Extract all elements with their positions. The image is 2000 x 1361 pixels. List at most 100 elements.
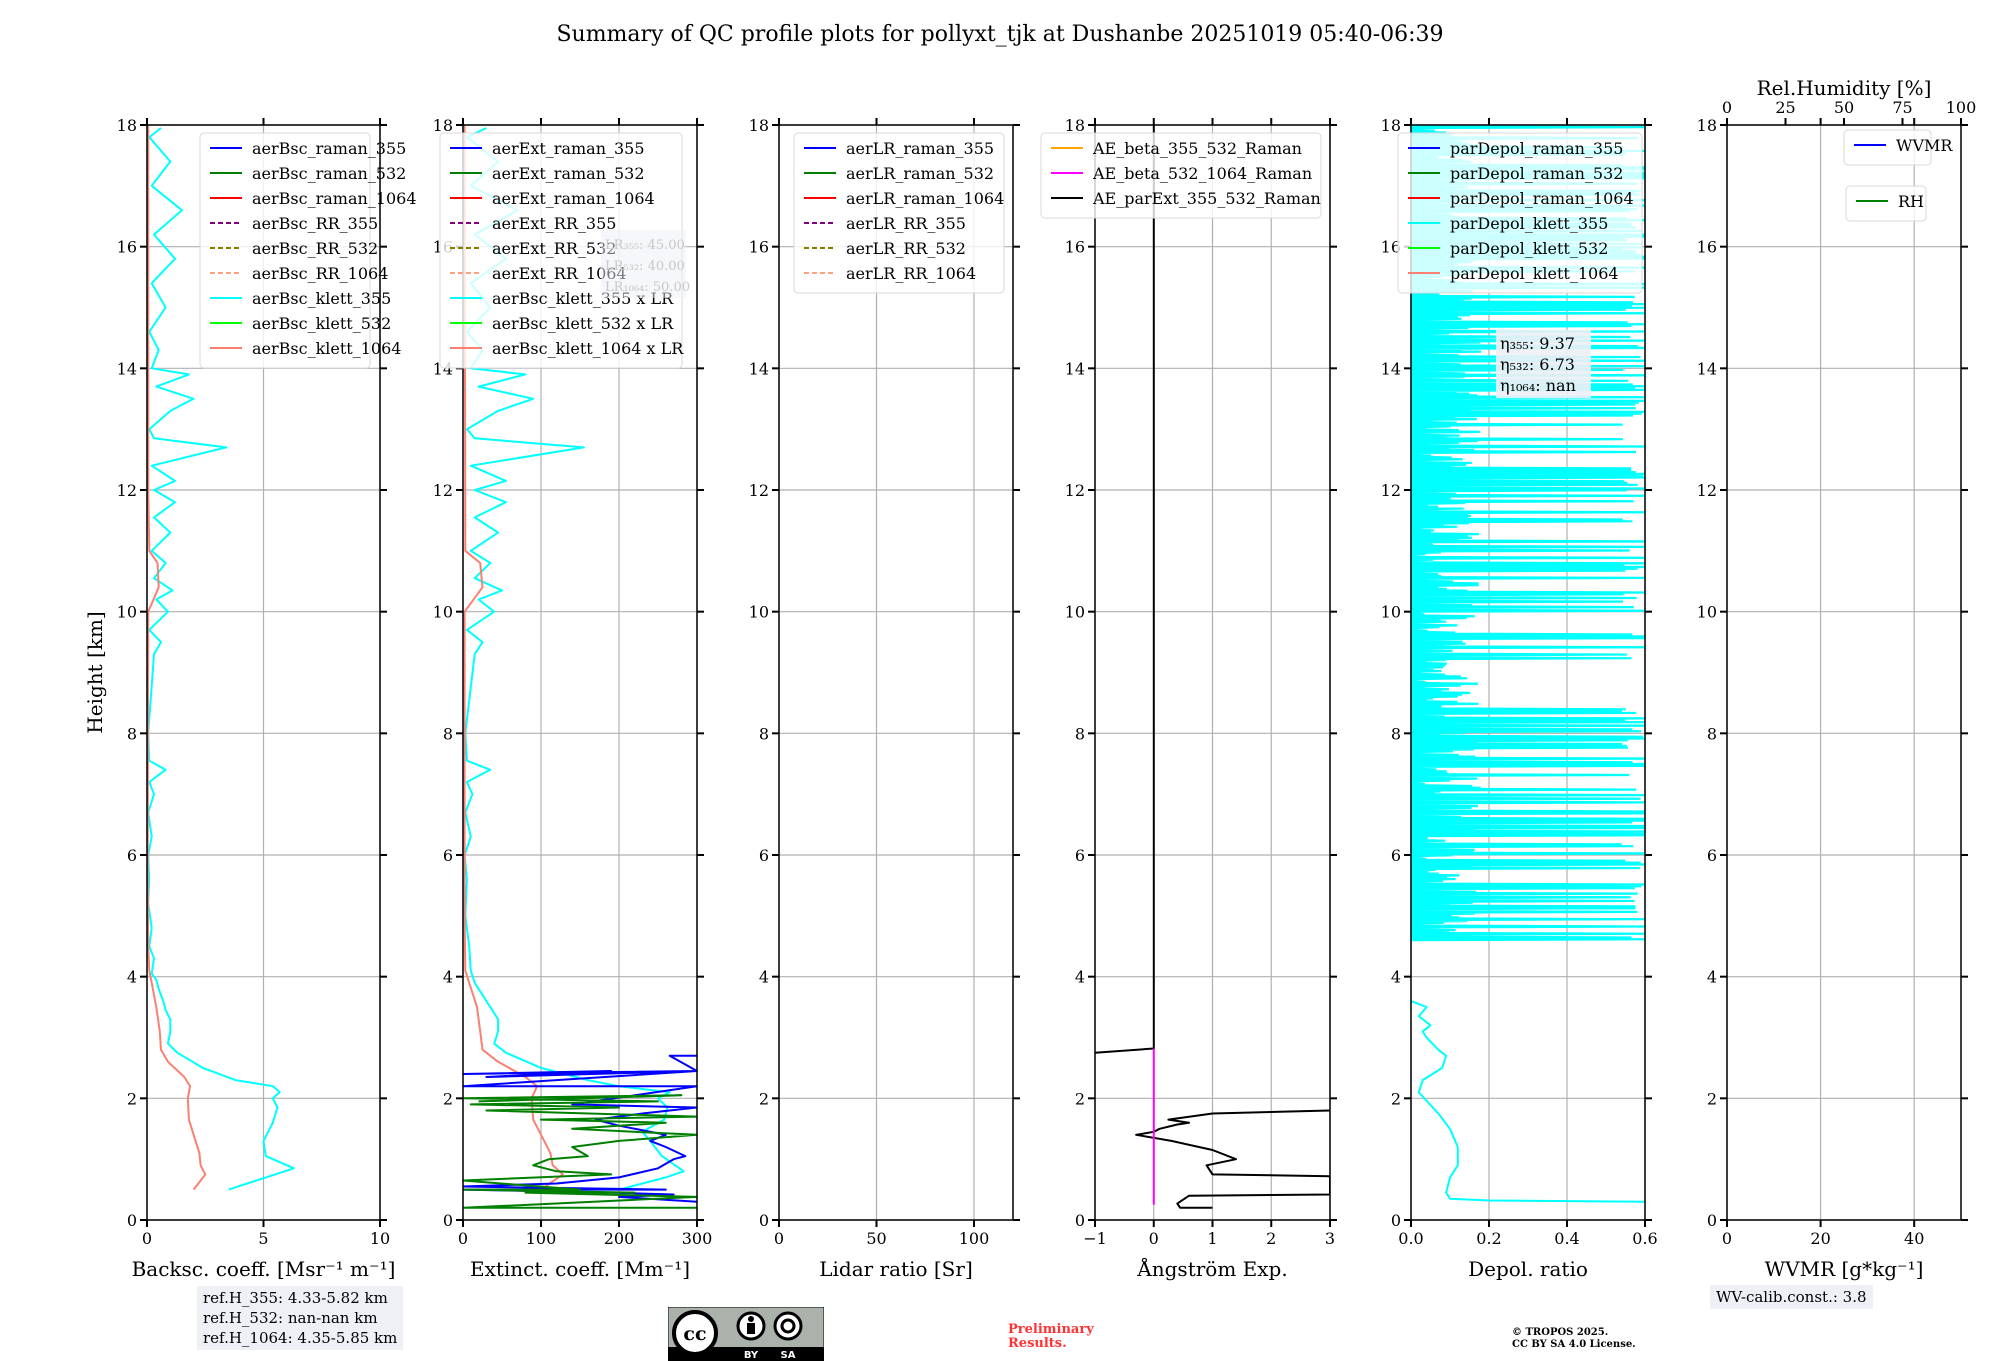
legend-label: aerLR_raman_1064 — [846, 189, 1004, 208]
legend: WVMR — [1843, 129, 1953, 166]
legend-label: parDepol_klett_355 — [1450, 214, 1608, 233]
legend: RH — [1845, 185, 1927, 222]
legend-label: AE_beta_355_532_Raman — [1092, 139, 1302, 158]
y-tick-label: 4 — [127, 968, 137, 987]
legend-box — [199, 132, 371, 369]
y-tick-label: 18 — [1697, 116, 1717, 135]
top-x-tick-label: 75 — [1892, 98, 1912, 117]
annotation-box: LR₃₅₅: 45.00 LR₅₃₂: 40.00 LR₁₀₆₄: 50.00 — [601, 230, 690, 298]
legend-label: AE_parExt_355_532_Raman — [1092, 189, 1321, 208]
annotation-bg — [601, 230, 686, 298]
series-aerbsc-klett-355 — [147, 127, 295, 1191]
y-tick-label: 0 — [127, 1211, 137, 1230]
y-tick-label: 18 — [433, 116, 453, 135]
legend-label: aerBsc_klett_532 x LR — [492, 314, 674, 333]
legend-label: aerLR_RR_355 — [846, 214, 966, 233]
legend-label: aerLR_RR_532 — [846, 239, 966, 258]
panel-extinction: 0246810121416180100200300Extinct. coeff.… — [433, 116, 713, 1281]
y-tick-label: 14 — [1065, 359, 1085, 378]
x-tick-label: 1 — [1207, 1229, 1217, 1248]
series-ae-parext-355-532-raman-upper- — [1095, 125, 1155, 1054]
x-axis-label: Lidar ratio [Sr] — [819, 1257, 973, 1281]
top-x-tick-label: 100 — [1946, 98, 1977, 117]
legend: aerBsc_raman_355 aerBsc_raman_532 aerBsc_r… — [199, 132, 417, 369]
x-tick-label: 10 — [370, 1229, 390, 1248]
x-tick-label: 20 — [1810, 1229, 1830, 1248]
share-alike-icon — [773, 1311, 803, 1341]
y-tick-label: 14 — [1381, 359, 1401, 378]
y-tick-label: 0 — [443, 1211, 453, 1230]
y-tick-label: 2 — [1391, 1089, 1401, 1108]
legend-label: parDepol_raman_355 — [1450, 139, 1623, 158]
legend-label: aerExt_RR_532 — [492, 239, 616, 258]
y-tick-label: 6 — [759, 846, 769, 865]
series-aerext-raman-532 — [463, 1094, 697, 1209]
y-tick-label: 2 — [1075, 1089, 1085, 1108]
series-aerbsc-klett-1064-x-lr — [463, 125, 564, 1191]
x-tick-label: 300 — [682, 1229, 713, 1248]
legend-label: aerBsc_RR_1064 — [252, 264, 388, 283]
legend-label: parDepol_klett_1064 — [1450, 264, 1619, 283]
top-x-tick-label: 50 — [1834, 98, 1854, 117]
copyright-note: © TROPOS 2025. CC BY SA 4.0 License. — [1512, 1327, 1636, 1351]
reference-height-box: ref.H_355: 4.33-5.82 km ref.H_532: nan-n… — [197, 1286, 404, 1350]
x-tick-label: 200 — [604, 1229, 635, 1248]
x-tick-label: 0 — [1722, 1229, 1732, 1248]
top-x-tick-label: 0 — [1722, 98, 1732, 117]
y-tick-label: 6 — [127, 846, 137, 865]
annotation-line: LR₅₃₂: 40.00 — [605, 259, 685, 274]
y-tick-label: 0 — [759, 1211, 769, 1230]
x-tick-label: 0.4 — [1554, 1229, 1579, 1248]
legend-box — [1843, 129, 1932, 166]
sa-label: SA — [781, 1350, 796, 1361]
figure-title: Summary of QC profile plots for pollyxt_… — [556, 22, 1444, 47]
legend-label: aerLR_RR_1064 — [846, 264, 976, 283]
legend-label: parDepol_raman_1064 — [1450, 189, 1634, 208]
x-axis-label: Ångström Exp. — [1136, 1256, 1287, 1281]
y-tick-label: 0 — [1075, 1211, 1085, 1230]
x-tick-label: 0.2 — [1476, 1229, 1501, 1248]
legend-label: parDepol_klett_532 — [1450, 239, 1608, 258]
ref-height-355: ref.H_355: 4.33-5.82 km — [203, 1289, 388, 1307]
legend-label: aerLR_raman_532 — [846, 164, 994, 183]
legend-label: AE_beta_532_1064_Raman — [1092, 164, 1312, 183]
y-tick-label: 12 — [1381, 481, 1401, 500]
y-tick-label: 18 — [1381, 116, 1401, 135]
x-axis-label: Extinct. coeff. [Mm⁻¹] — [470, 1257, 690, 1281]
y-tick-label: 12 — [1697, 481, 1717, 500]
y-tick-label: 12 — [749, 481, 769, 500]
legend-label: aerBsc_klett_1064 — [252, 339, 401, 358]
legend: AE_beta_355_532_Raman AE_beta_532_1064_Ra… — [1040, 132, 1322, 219]
y-tick-label: 8 — [1707, 724, 1717, 743]
preliminary-line-2: Results. — [1008, 1336, 1067, 1351]
y-tick-label: 4 — [1391, 968, 1401, 987]
top-x-axis-label: Rel.Humidity [%] — [1757, 76, 1932, 100]
legend: parDepol_raman_355 parDepol_raman_532 parD… — [1397, 132, 1643, 294]
legend-label: aerBsc_raman_532 — [252, 164, 406, 183]
legend-box — [1040, 132, 1322, 219]
series-ae-parext-355-532-raman — [1135, 1109, 1330, 1209]
y-tick-label: 4 — [759, 968, 769, 987]
axes-frame — [462, 124, 698, 1221]
legend-box — [1397, 132, 1643, 294]
cc-icon: cc — [672, 1310, 718, 1356]
y-tick-label: 8 — [443, 724, 453, 743]
legend-label: WVMR — [1896, 136, 1953, 155]
y-tick-label: 8 — [1075, 724, 1085, 743]
legend-label: aerBsc_RR_355 — [252, 214, 378, 233]
y-tick-label: 14 — [749, 359, 769, 378]
x-tick-label: 0 — [458, 1229, 468, 1248]
y-tick-label: 2 — [1707, 1089, 1717, 1108]
y-tick-label: 6 — [443, 846, 453, 865]
panel-lidar_ratio: 0 2 4 6 8 10 12 14 16 18 0 50 100 Lidar ratio [Sr] aer… — [749, 116, 1020, 1281]
y-tick-label: 4 — [443, 968, 453, 987]
attribution-icon — [736, 1311, 766, 1341]
legend: aerExt_raman_355 aerExt_raman_532 aerExt_r… — [439, 132, 684, 369]
series-group — [1095, 125, 1330, 1209]
y-tick-label: 10 — [117, 603, 137, 622]
y-tick-label: 16 — [1697, 238, 1717, 257]
series-pardepol-klett-355-low- — [1411, 1000, 1645, 1203]
y-tick-label: 4 — [1707, 968, 1717, 987]
copyright-line-1: © TROPOS 2025. — [1512, 1327, 1609, 1338]
